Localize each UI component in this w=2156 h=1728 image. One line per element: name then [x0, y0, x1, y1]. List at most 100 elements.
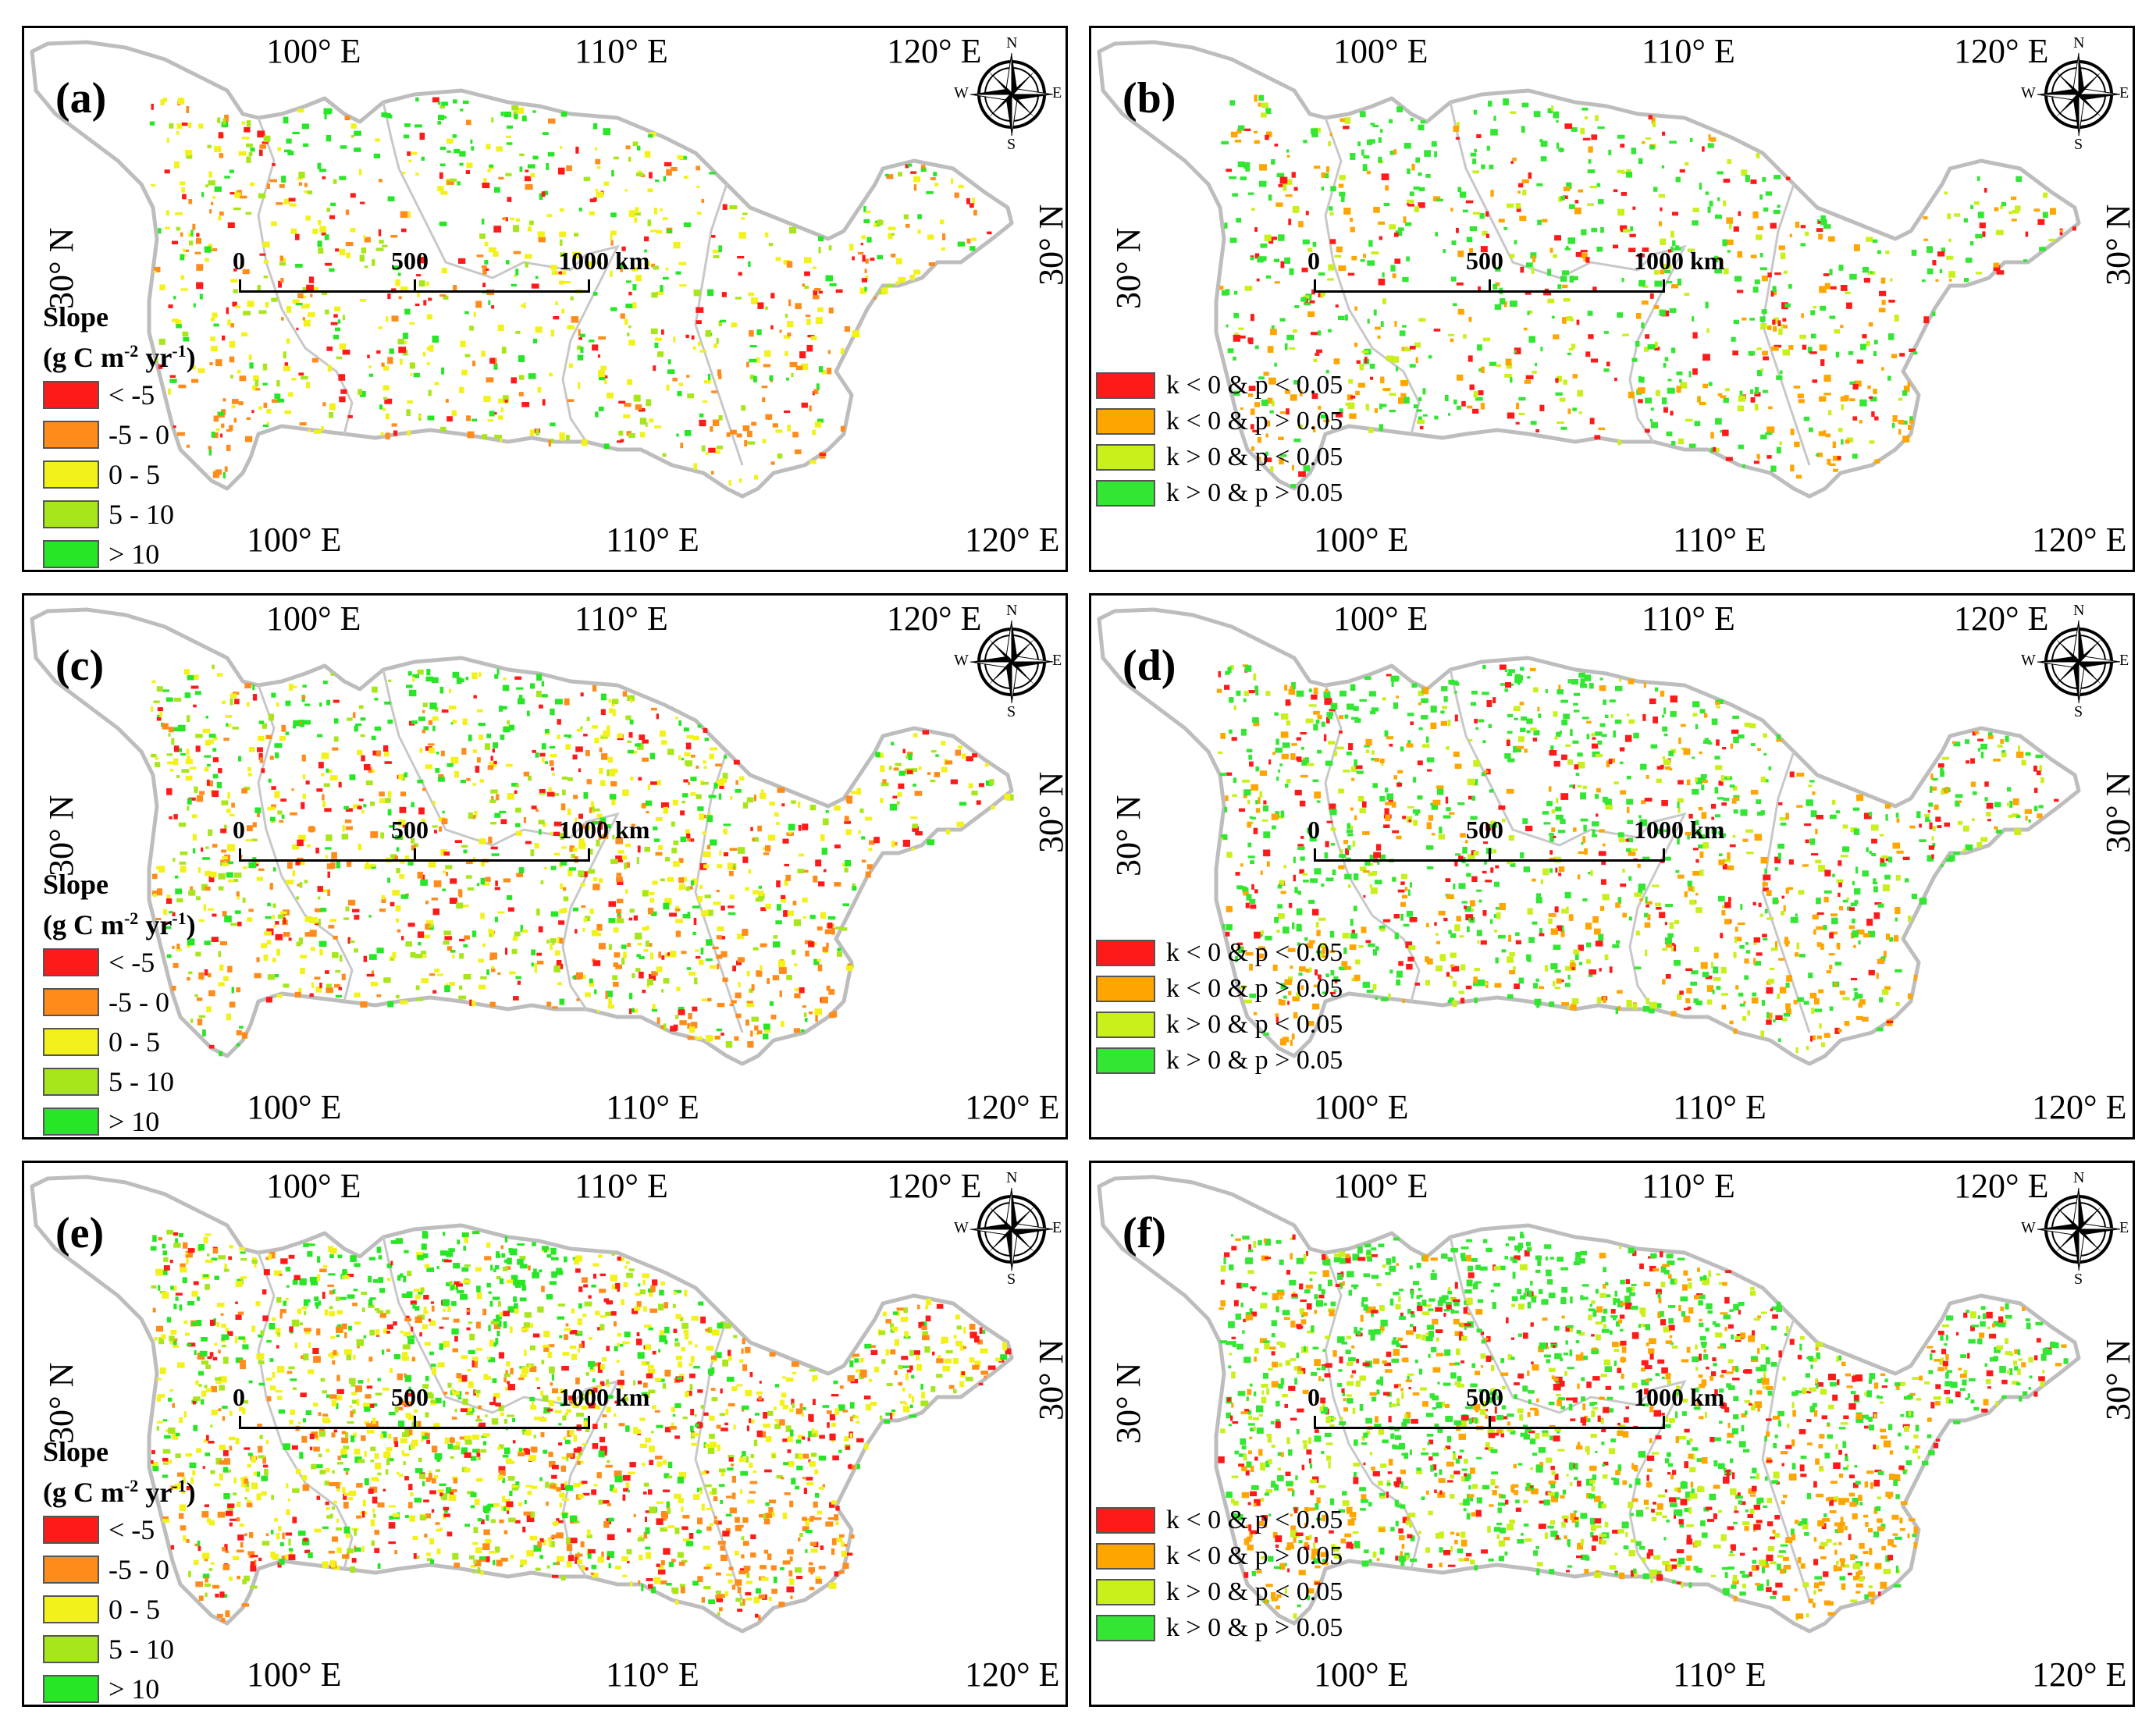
trend-pixel	[1372, 783, 1378, 788]
trend-pixel	[958, 184, 964, 189]
trend-pixel	[951, 178, 954, 184]
trend-pixel	[589, 340, 595, 343]
trend-pixel	[462, 718, 468, 725]
trend-pixel	[437, 777, 445, 782]
trend-pixel	[678, 877, 685, 884]
trend-pixel	[428, 297, 432, 301]
trend-pixel	[613, 981, 619, 987]
trend-pixel	[164, 926, 172, 930]
trend-pixel	[532, 110, 536, 113]
trend-pixel	[162, 723, 169, 730]
trend-pixel	[589, 211, 595, 215]
trend-pixel	[441, 818, 448, 825]
trend-pixel	[1632, 206, 1636, 210]
trend-pixel	[718, 245, 722, 253]
trend-pixel	[575, 746, 583, 752]
trend-pixel	[731, 322, 738, 328]
trend-pixel	[246, 417, 251, 420]
trend-pixel	[1454, 763, 1462, 769]
trend-pixel	[418, 414, 422, 418]
trend-pixel	[166, 788, 173, 795]
trend-pixel	[1720, 933, 1724, 939]
trend-pixel	[805, 951, 809, 957]
trend-pixel	[1809, 351, 1817, 354]
trend-pixel	[1339, 715, 1344, 720]
trend-pixel	[250, 148, 255, 152]
trend-pixel	[957, 241, 965, 247]
trend-pixel	[396, 868, 400, 873]
trend-pixel	[239, 1026, 244, 1029]
trend-pixel	[347, 937, 350, 944]
trend-pixel	[151, 183, 156, 187]
trend-pixel	[1459, 935, 1464, 938]
trend-pixel	[817, 964, 823, 972]
trend-pixel	[1778, 802, 1783, 805]
trend-pixel	[265, 302, 269, 308]
trend-pixel	[1699, 869, 1704, 876]
trend-pixel	[644, 236, 649, 242]
trend-pixel	[166, 137, 169, 143]
trend-pixel	[609, 794, 617, 800]
trend-pixel	[437, 101, 441, 105]
trend-pixel	[509, 971, 516, 975]
trend-pixel	[1740, 809, 1748, 816]
trend-pixel	[1783, 325, 1788, 329]
trend-pixel	[343, 917, 350, 920]
trend-pixel	[735, 297, 742, 300]
trend-pixel	[271, 692, 276, 698]
trend-pixel	[1550, 745, 1554, 752]
trend-pixel	[754, 475, 759, 480]
trend-pixel	[1767, 979, 1774, 984]
trend-pixel	[817, 307, 824, 312]
trend-pixel	[1597, 126, 1605, 130]
trend-pixel	[1276, 816, 1285, 819]
trend-pixel	[1503, 98, 1509, 105]
trend-pixel	[185, 775, 193, 781]
trend-pixel	[530, 849, 535, 857]
trend-pixel	[772, 423, 778, 428]
trend-pixel	[550, 943, 553, 950]
trend-pixel	[1711, 718, 1718, 725]
trend-pixel	[345, 242, 354, 247]
trend-pixel	[1277, 904, 1283, 909]
trend-pixel	[1551, 809, 1556, 814]
trend-pixel	[1742, 464, 1745, 468]
trend-pixel	[1379, 758, 1385, 763]
trend-pixel	[253, 375, 259, 381]
trend-pixel	[1599, 905, 1605, 911]
trend-pixel	[364, 265, 368, 268]
trend-pixel	[183, 669, 190, 675]
trend-pixel	[1548, 913, 1557, 917]
trend-pixel	[1828, 463, 1836, 466]
trend-pixel	[1321, 884, 1325, 887]
trend-pixel	[1227, 667, 1232, 673]
trend-pixel	[1670, 441, 1676, 446]
trend-pixel	[687, 393, 695, 399]
trend-pixel	[859, 808, 864, 813]
compass-s: S	[2074, 703, 2083, 720]
trend-pixel	[621, 855, 627, 860]
trend-pixel	[877, 752, 884, 758]
trend-pixel	[687, 1022, 691, 1029]
trend-pixel	[1280, 891, 1286, 894]
trend-pixel	[515, 807, 521, 813]
trend-pixel	[449, 982, 456, 986]
trend-pixel	[1431, 804, 1438, 810]
trend-pixel	[1290, 965, 1293, 969]
trend-pixel	[732, 965, 736, 972]
trend-pixel	[172, 240, 178, 245]
trend-pixel	[617, 915, 621, 921]
trend-pixel	[265, 997, 272, 1003]
trend-pixel	[472, 749, 477, 753]
trend-pixel	[862, 254, 866, 262]
trend-pixel	[1617, 208, 1624, 216]
trend-pixel	[1339, 966, 1347, 971]
trend-pixel	[535, 808, 539, 812]
trend-pixel	[1948, 855, 1955, 862]
trend-pixel	[1329, 709, 1336, 712]
trend-pixel	[423, 300, 427, 306]
trend-pixel	[1939, 268, 1943, 274]
trend-pixel	[1790, 916, 1798, 923]
trend-pixel	[595, 188, 599, 192]
trend-pixel	[809, 804, 817, 811]
